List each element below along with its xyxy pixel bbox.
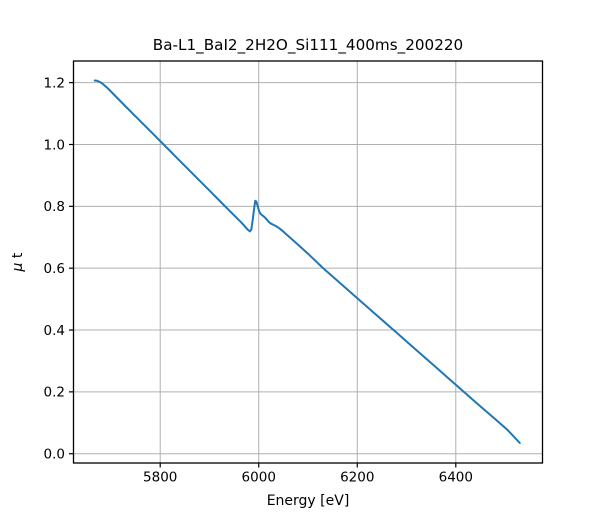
y-tick-label: 1.2: [44, 75, 65, 91]
y-tick-label: 0.8: [44, 199, 65, 215]
x-tick-label: 6400: [439, 470, 473, 486]
series-line: [93, 79, 521, 444]
y-tick-label: 1.0: [44, 137, 65, 153]
y-tick-label: 0.2: [44, 385, 65, 401]
chart-title: Ba-L1_BaI2_2H2O_Si111_400ms_200220: [153, 36, 463, 55]
y-axis-label-mu: μ: [10, 262, 26, 272]
y-tick-label: 0.6: [44, 261, 65, 277]
y-axis-label-t: t: [10, 252, 26, 262]
x-tick-label: 5800: [143, 470, 177, 486]
y-axis-label: μ t: [10, 252, 26, 272]
x-tick-label: 6200: [340, 470, 374, 486]
y-tick-label: 0.0: [44, 447, 65, 463]
y-tick-label: 0.4: [44, 323, 65, 339]
x-tick-label: 6000: [242, 470, 276, 486]
x-axis-label: Energy [eV]: [267, 493, 350, 509]
plot-border: [72, 60, 544, 464]
